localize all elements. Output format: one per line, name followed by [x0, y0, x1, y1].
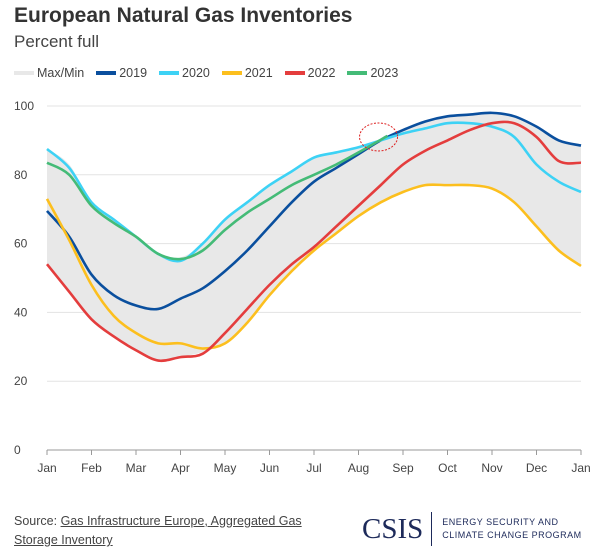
y-tick-label: 0 [14, 443, 21, 457]
source-link[interactable]: Gas Infrastructure Europe, Aggregated Ga… [14, 514, 302, 547]
legend-item-2020[interactable]: 2020 [159, 66, 210, 80]
series-line-2022 [45, 120, 582, 363]
y-tick-label: 100 [14, 99, 34, 113]
legend: Max/Min 2019 2020 2021 2022 2023 [14, 66, 398, 80]
x-tick-label: Feb [81, 461, 102, 475]
logo-program: ENERGY SECURITY AND CLIMATE CHANGE PROGRA… [442, 516, 581, 542]
legend-item-2021[interactable]: 2021 [221, 66, 273, 80]
annotation-circle [359, 122, 399, 152]
source-note: Source: Gas Infrastructure Europe, Aggre… [14, 512, 334, 550]
legend-swatch [14, 71, 34, 75]
legend-swatch [221, 71, 242, 75]
x-tick-label: Dec [526, 461, 547, 475]
x-tick-label: Jan [37, 461, 56, 475]
legend-swatch [347, 71, 368, 75]
legend-item-2023[interactable]: 2023 [347, 66, 398, 80]
legend-label: 2023 [370, 66, 399, 80]
y-tick-label: 80 [14, 168, 28, 182]
x-tick-label: Jun [260, 461, 279, 475]
legend-swatch [284, 71, 305, 75]
x-tick-label: Jul [306, 461, 321, 475]
chart-title: European Natural Gas Inventories [14, 4, 353, 27]
legend-swatch [159, 71, 180, 75]
legend-item-maxmin[interactable]: Max/Min [14, 66, 84, 80]
logo-line2: CLIMATE CHANGE PROGRAM [442, 530, 582, 540]
x-tick-label: Jan [571, 461, 590, 475]
logo-divider [431, 512, 433, 546]
series-line-2019 [46, 111, 582, 311]
legend-item-2019[interactable]: 2019 [96, 66, 147, 80]
legend-swatch [96, 71, 117, 75]
x-tick-label: Aug [348, 461, 369, 475]
legend-label: Max/Min [37, 66, 85, 80]
legend-label: 2022 [307, 66, 336, 80]
legend-label: 2021 [244, 66, 273, 80]
x-tick-label: Sep [392, 461, 414, 475]
chart-subtitle: Percent full [14, 32, 100, 51]
max-min-band [47, 112, 581, 361]
y-tick-label: 20 [14, 374, 28, 388]
legend-item-2022[interactable]: 2022 [284, 66, 336, 80]
x-tick-label: Oct [438, 461, 457, 475]
logo-wordmark: CSIS [362, 512, 424, 545]
source-prefix: Source: [14, 514, 61, 528]
logo-line1: ENERGY SECURITY AND [442, 517, 559, 527]
y-tick-label: 40 [14, 305, 28, 319]
csis-logo: CSIS ENERGY SECURITY AND CLIMATE CHANGE P… [362, 512, 582, 546]
legend-label: 2019 [119, 66, 148, 80]
x-tick-label: Apr [171, 461, 190, 475]
series-line-2021 [45, 183, 582, 350]
x-tick-label: Mar [126, 461, 147, 475]
series-line-2023 [46, 134, 389, 261]
x-tick-label: May [214, 461, 237, 475]
y-tick-label: 60 [14, 237, 28, 251]
x-tick-label: Nov [481, 461, 502, 475]
legend-label: 2020 [182, 66, 210, 80]
